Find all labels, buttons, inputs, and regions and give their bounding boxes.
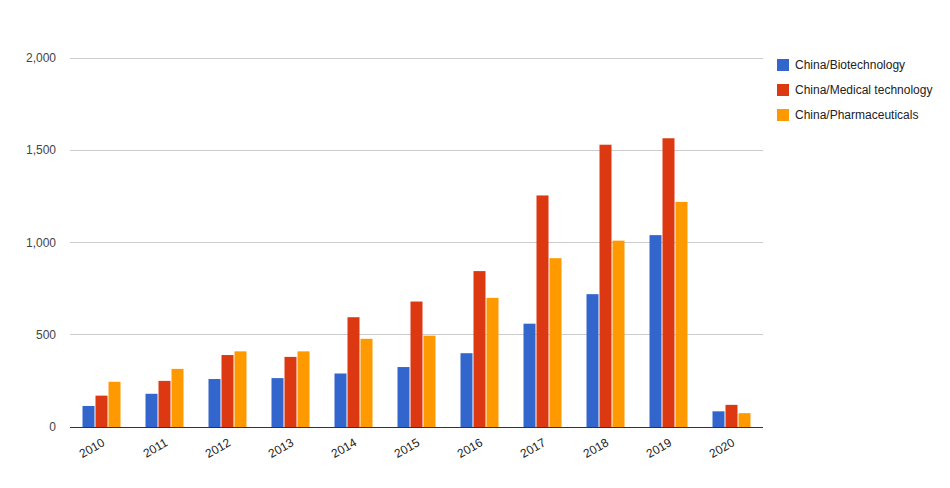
grid-line — [70, 58, 763, 59]
bar — [159, 381, 171, 427]
bar — [487, 298, 499, 427]
y-tick-label: 1,000 — [26, 236, 56, 250]
grid-line — [70, 150, 763, 151]
y-tick-label: 500 — [36, 328, 56, 342]
x-tick-label: 2020 — [707, 435, 737, 461]
bar — [587, 294, 599, 427]
bar — [298, 351, 310, 427]
x-tick-label: 2015 — [392, 435, 422, 461]
bar — [663, 138, 675, 427]
bar — [600, 145, 612, 427]
legend-swatch — [777, 59, 789, 71]
x-tick-label: 2012 — [203, 435, 233, 461]
x-tick-label: 2013 — [266, 435, 296, 461]
bars — [83, 138, 751, 427]
x-tick-label: 2019 — [644, 435, 674, 461]
legend-label: China/Medical technology — [795, 83, 932, 97]
bar — [461, 353, 473, 427]
bar — [398, 367, 410, 427]
bar — [676, 202, 688, 427]
bar — [335, 373, 347, 427]
x-tick-label: 2011 — [141, 435, 171, 460]
bar — [713, 411, 725, 427]
legend-swatch — [777, 84, 789, 96]
bar — [146, 394, 158, 427]
x-tick-label: 2018 — [581, 435, 611, 461]
bar — [474, 271, 486, 427]
bar — [209, 379, 221, 427]
x-tick-label: 2014 — [329, 435, 359, 461]
x-tick-label: 2010 — [77, 435, 107, 461]
bar — [537, 195, 549, 427]
y-tick-label: 2,000 — [26, 51, 56, 65]
bar — [424, 336, 436, 427]
bar — [285, 357, 297, 427]
bar — [83, 406, 95, 427]
bar — [411, 302, 423, 427]
bar — [726, 405, 738, 427]
legend-label: China/Pharmaceuticals — [795, 108, 918, 122]
bar — [361, 339, 373, 427]
bar — [613, 241, 625, 427]
legend: China/Biotechnology China/Medical technol… — [777, 58, 932, 122]
bar — [109, 382, 121, 427]
bar — [172, 369, 184, 427]
bar — [650, 235, 662, 427]
bar — [550, 258, 562, 427]
legend-swatch — [777, 109, 789, 121]
bar — [222, 355, 234, 427]
legend-label: China/Biotechnology — [795, 58, 905, 72]
bar — [524, 324, 536, 427]
x-tick-label: 2016 — [455, 435, 485, 461]
bar — [272, 378, 284, 427]
y-tick-label: 1,500 — [26, 143, 56, 157]
bar — [348, 317, 360, 427]
bar — [739, 413, 751, 427]
chart: 0 500 1,000 1,500 2,000 2010 2011 2012 2013 2014 2… — [0, 0, 950, 488]
bar — [235, 351, 247, 427]
x-tick-label: 2017 — [518, 435, 548, 461]
y-tick-label: 0 — [49, 420, 56, 434]
bar — [96, 396, 108, 427]
grid — [70, 58, 763, 427]
